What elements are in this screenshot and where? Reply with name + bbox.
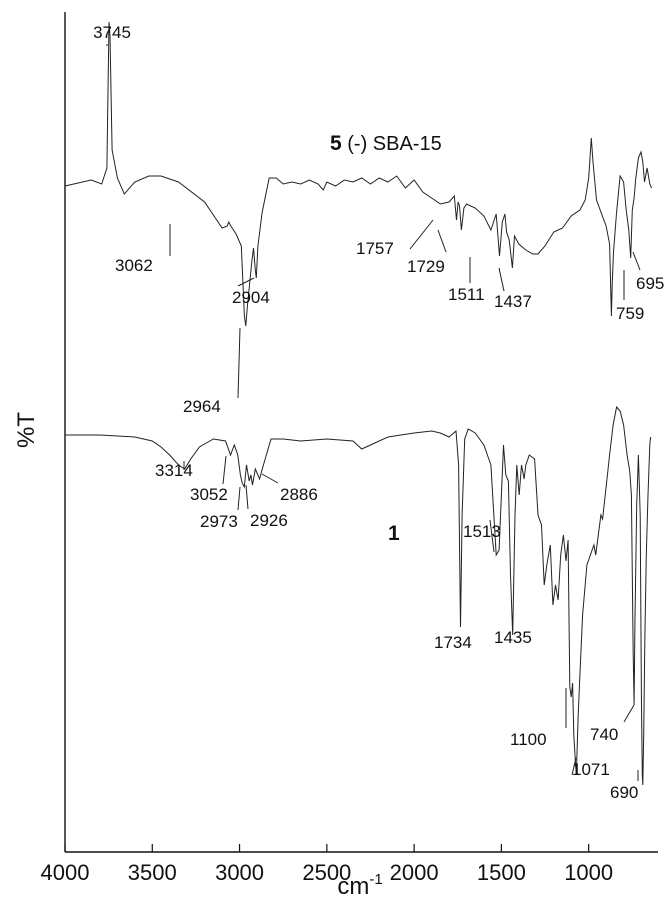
- x-tick-label: 2000: [390, 860, 439, 885]
- peak-label: 2973: [200, 512, 238, 531]
- peak-label: 3062: [115, 256, 153, 275]
- peak-leader-line: [237, 486, 241, 511]
- peak-leader-line: [498, 267, 505, 292]
- peak-leader-line: [623, 704, 635, 723]
- x-tick-label: 1000: [564, 860, 613, 885]
- peak-leader-line: [409, 219, 434, 250]
- peak-label: 1437: [494, 292, 532, 311]
- peak-label: 3745: [93, 23, 131, 42]
- x-axis-label-exponent: -1: [369, 871, 382, 888]
- peak-leader-line: [222, 455, 227, 485]
- x-tick-label: 4000: [41, 860, 90, 885]
- x-axis-label-unit: cm: [337, 873, 369, 900]
- peak-label: 1513: [463, 522, 501, 541]
- peak-label: 690: [610, 783, 638, 802]
- peak-leader-line: [261, 473, 279, 484]
- series-label-sba15-name: (-) SBA-15: [342, 133, 442, 155]
- x-tick-label: 2500: [302, 860, 351, 885]
- x-ticks: 4000 3500 3000 2500 2000 1500 1000: [41, 844, 613, 885]
- peak-label: 1511: [448, 285, 485, 304]
- peak-label: 3052: [190, 485, 228, 504]
- peak-leader-line: [571, 757, 577, 776]
- x-axis-label: cm-1: [337, 871, 382, 900]
- x-tick-label: 3000: [215, 860, 264, 885]
- x-tick-label: 1500: [477, 860, 526, 885]
- series-line-sba15: [64, 21, 652, 327]
- peak-label: 1071: [572, 760, 610, 779]
- peak-label: 1729: [407, 257, 445, 276]
- peak-label: 1734: [434, 633, 472, 652]
- peak-leader-line: [437, 229, 447, 253]
- peak-label: 759: [616, 304, 644, 323]
- peak-label: 2964: [183, 397, 221, 416]
- y-axis-label: %T: [13, 412, 40, 448]
- peak-label: 695: [636, 274, 664, 293]
- peak-label: 2926: [250, 511, 288, 530]
- peak-leader-line: [237, 327, 241, 399]
- plot-area: 4000 3500 3000 2500 2000 1500 1000 3745 3062 296…: [41, 12, 664, 885]
- peak-label: 1100: [510, 730, 547, 749]
- peak-label: 3314: [155, 461, 193, 480]
- series-label-compound-1: 1: [388, 522, 400, 545]
- peak-label: 2904: [232, 288, 270, 307]
- peak-label: 2886: [280, 485, 318, 504]
- peak-label: 740: [590, 725, 618, 744]
- series-label-sba15: 5 (-) SBA-15: [330, 132, 442, 155]
- peak-label: 1757: [356, 239, 394, 258]
- series-line-compound-1: [65, 405, 652, 786]
- peak-label: 1435: [494, 628, 532, 647]
- peak-leader-line: [245, 484, 249, 510]
- series-label-sba15-number: 5: [330, 132, 342, 155]
- peak-leader-line: [489, 519, 495, 553]
- x-tick-label: 3500: [128, 860, 177, 885]
- peak-leader-line: [237, 277, 255, 287]
- series-group: [64, 21, 652, 786]
- peak-leader-line: [632, 251, 641, 271]
